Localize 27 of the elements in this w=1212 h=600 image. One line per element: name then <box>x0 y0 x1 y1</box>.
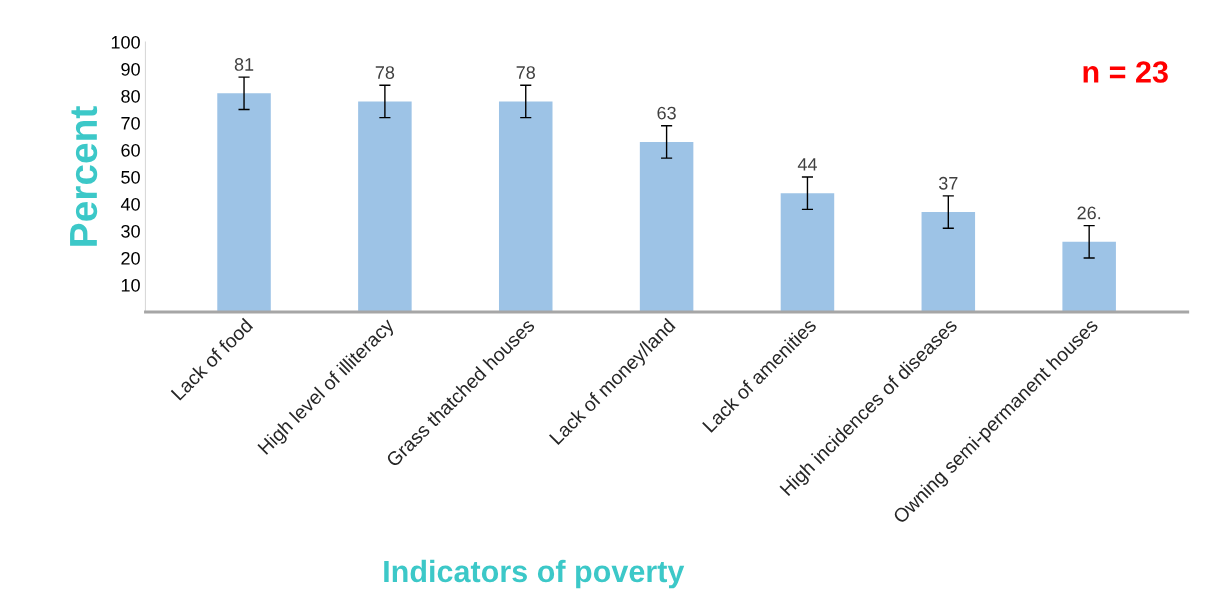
y-tick-label: 50 <box>121 170 140 184</box>
bar <box>498 101 553 312</box>
annotation: n = 23 <box>1083 61 1168 83</box>
y-tick-label: 60 <box>121 143 140 157</box>
data-label: 44 <box>797 158 817 171</box>
bar <box>780 193 835 312</box>
y-tick-label: 40 <box>120 197 140 211</box>
y-tick-label: 10 <box>121 278 140 292</box>
y-tick-label: 30 <box>121 224 140 238</box>
x-axis-title: Indicators of poverty <box>384 559 685 589</box>
data-label: 26. <box>1077 206 1101 220</box>
y-tick-label: 80 <box>121 89 140 103</box>
bar <box>358 101 412 312</box>
bar <box>1062 241 1116 312</box>
y-tick-label: 20 <box>121 251 140 265</box>
bar <box>217 93 271 312</box>
y-axis-title: Percent <box>70 106 98 246</box>
data-label: 81 <box>234 58 254 71</box>
y-tick-label: 100 <box>111 35 140 49</box>
data-label: 78 <box>375 66 395 79</box>
y-tick-label: 90 <box>121 62 140 76</box>
data-label: 63 <box>657 106 676 120</box>
data-label: 37 <box>938 176 958 190</box>
bar <box>639 141 694 312</box>
bar <box>921 212 976 312</box>
y-tick-label: 70 <box>121 116 140 130</box>
data-label: 78 <box>516 66 535 79</box>
